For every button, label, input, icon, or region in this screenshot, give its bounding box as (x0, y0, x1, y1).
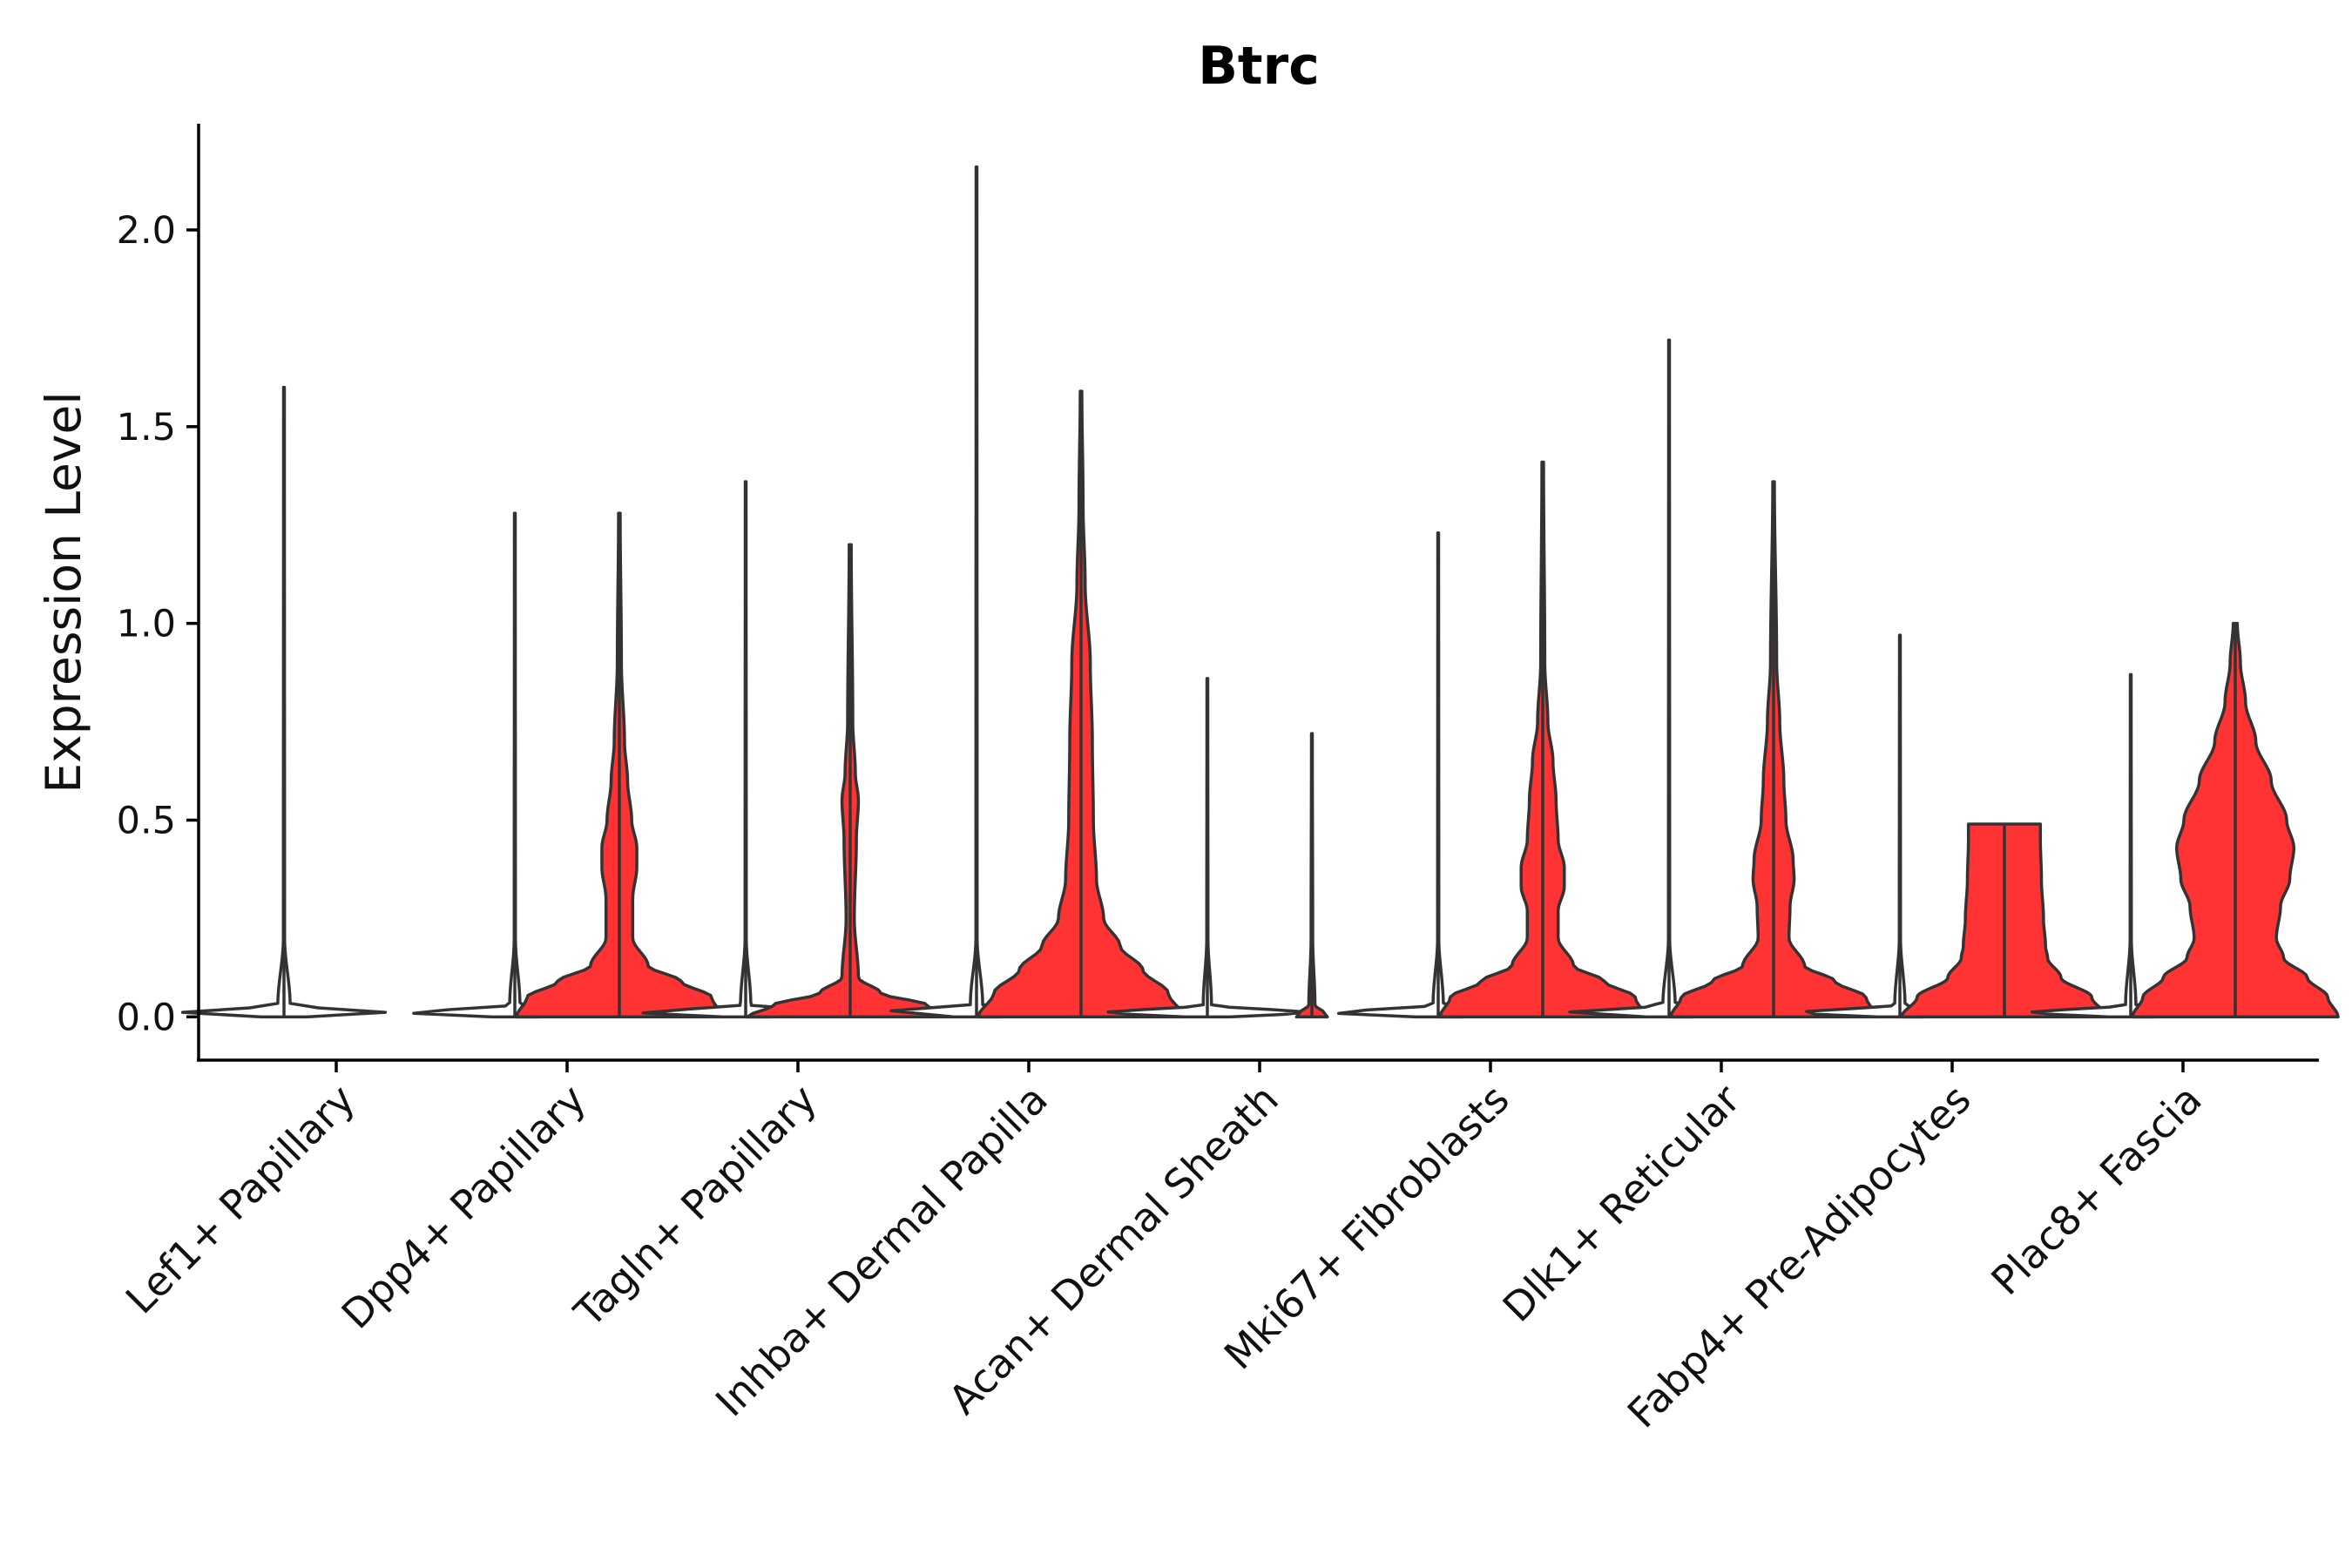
y-tick-label: 2.0 (117, 209, 176, 253)
x-tick-label: Tagln+ Papillary (564, 1076, 826, 1337)
y-tick-label: 0.5 (117, 799, 176, 842)
x-tick-label: Lef1+ Papillary (117, 1076, 364, 1323)
axes-layer (197, 124, 2319, 1062)
chart-title: Btrc (1198, 36, 1320, 97)
x-tick-label: Dpp4+ Papillary (333, 1076, 595, 1338)
y-tick-label: 1.5 (117, 406, 176, 449)
y-ticks-layer: 0.0 0.5 1.0 1.5 2.0 (117, 209, 199, 1039)
x-tick-label: Plac8+ Fascia (1982, 1076, 2210, 1304)
violins-layer (180, 165, 2340, 1019)
x-tick-label: Dlk1+ Reticular (1494, 1076, 1749, 1331)
y-tick-label: 1.0 (117, 603, 176, 646)
y-tick-label: 0.0 (117, 996, 176, 1039)
y-axis-label: Expression Level (36, 391, 91, 793)
